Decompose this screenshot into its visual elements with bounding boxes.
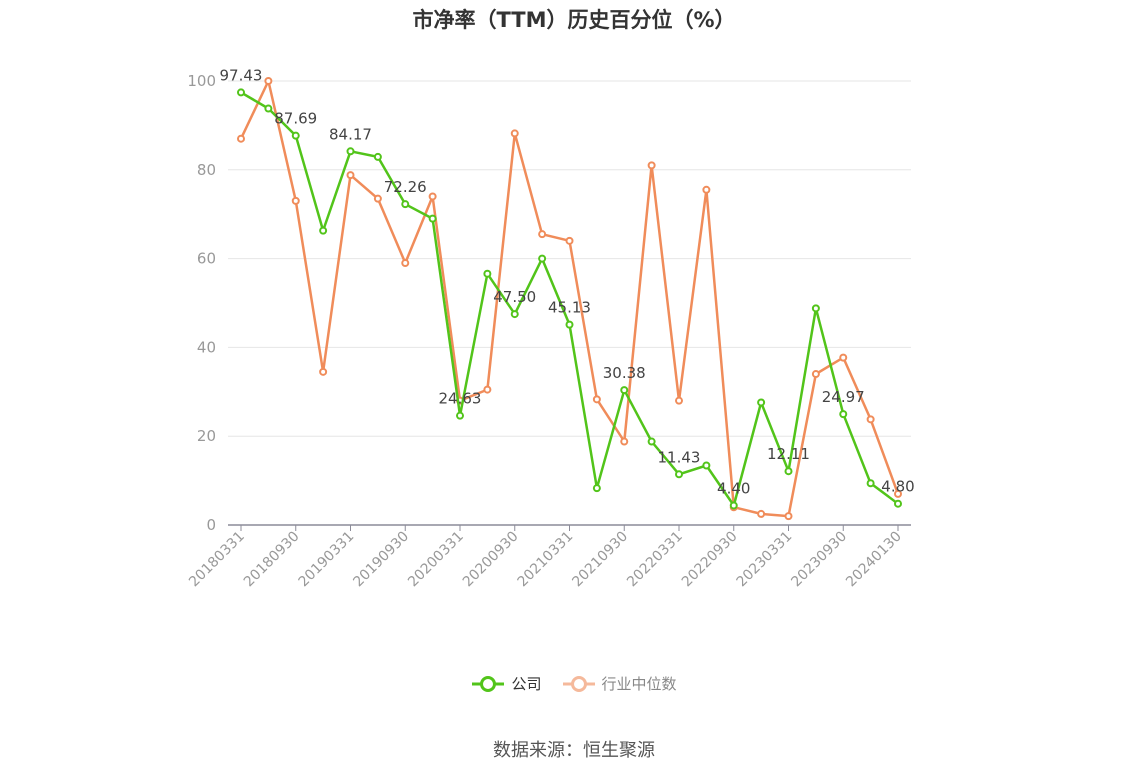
data-point-company: [675, 470, 683, 479]
data-label: 45.13: [548, 299, 591, 317]
data-source: 数据来源：恒生聚源: [493, 740, 655, 761]
y-tick-label: 20: [197, 427, 216, 445]
data-point-company: [483, 269, 492, 278]
data-point-industry: [428, 192, 437, 201]
data-point-company: [510, 310, 519, 319]
data-point-industry: [319, 367, 328, 376]
axis-layer: 0 20 40 60 80 100 2018033120180930201903312019…: [186, 72, 911, 590]
data-point-company: [647, 437, 656, 446]
legend-industry-label: 行业中位数: [601, 675, 677, 693]
grid-layer: [228, 80, 911, 437]
x-tick-label: 20180331: [186, 529, 248, 591]
data-point-industry: [866, 415, 875, 424]
data-label: 4.80: [881, 478, 914, 496]
data-point-industry: [401, 259, 410, 268]
x-tick-label: 20190930: [350, 529, 412, 591]
data-point-company: [291, 131, 300, 140]
x-tick-label: 20210930: [569, 529, 631, 591]
y-tick-label: 60: [197, 250, 216, 268]
data-point-company: [839, 410, 848, 419]
data-point-industry: [784, 512, 793, 521]
data-point-company: [702, 461, 711, 470]
data-point-industry: [675, 396, 683, 405]
x-tick-label: 20200331: [405, 529, 467, 591]
data-point-industry: [346, 171, 355, 180]
data-point-company: [811, 304, 820, 313]
data-point-industry: [894, 489, 902, 498]
x-tick-label: 20230930: [788, 529, 850, 591]
legend-industry-swatch-icon: [562, 675, 595, 692]
data-label: 24.63: [439, 390, 482, 408]
x-tick-label: 20240130: [843, 529, 905, 591]
legend-company-label: 公司: [511, 675, 542, 693]
data-point-company: [757, 398, 766, 407]
y-tick-label: 80: [197, 161, 216, 179]
x-tick-label: 20230331: [734, 529, 796, 591]
x-tick-label: 20220930: [679, 529, 741, 591]
data-point-company: [784, 467, 793, 476]
data-label: 12.11: [767, 445, 810, 463]
data-point-industry: [702, 185, 711, 194]
data-label: 87.69: [274, 110, 317, 128]
y-tick-label: 100: [187, 72, 216, 90]
data-label: 84.17: [329, 125, 372, 143]
data-point-company: [346, 147, 355, 156]
legend-company-swatch-icon: [472, 675, 505, 692]
x-tick-label: 20220331: [624, 529, 686, 591]
x-tick-label: 20200930: [460, 529, 522, 591]
data-point-industry: [811, 370, 820, 379]
data-point-company: [237, 88, 245, 97]
data-point-industry: [839, 353, 848, 362]
data-point-company: [401, 200, 410, 209]
series-layer: [237, 77, 902, 521]
data-point-industry: [592, 395, 601, 404]
data-point-industry: [647, 161, 656, 170]
data-label: 24.97: [822, 388, 865, 406]
legend-item-company[interactable]: 公司: [471, 673, 542, 694]
data-label: 11.43: [658, 448, 701, 466]
data-point-industry: [483, 385, 492, 394]
data-point-company: [894, 499, 902, 508]
data-point-company: [319, 226, 328, 235]
data-label: 72.26: [384, 178, 427, 196]
data-point-company: [866, 479, 875, 488]
data-point-company: [538, 254, 547, 263]
data-label: 97.43: [220, 66, 263, 84]
legend-item-industry[interactable]: 行业中位数: [562, 673, 677, 694]
data-point-company: [592, 484, 601, 493]
data-point-industry: [565, 236, 574, 245]
data-label: 47.50: [493, 288, 536, 306]
x-tick-label: 20210331: [515, 529, 577, 591]
data-point-industry: [620, 437, 629, 446]
data-point-company: [620, 386, 629, 395]
chart-title: 市净率（TTM）历史百分位（%）: [412, 8, 736, 32]
data-point-company: [729, 501, 738, 510]
data-point-industry: [757, 509, 766, 518]
data-point-industry: [237, 134, 245, 143]
data-point-company: [373, 152, 382, 161]
data-point-company: [456, 411, 464, 420]
data-point-industry: [373, 194, 382, 203]
data-point-industry: [510, 129, 519, 138]
data-point-company: [428, 214, 437, 223]
data-point-industry: [264, 77, 273, 85]
data-point-company: [264, 104, 273, 113]
y-tick-label: 40: [197, 338, 216, 356]
data-point-industry: [291, 196, 300, 205]
legend: 公司 行业中位数: [0, 673, 1148, 694]
data-label: 30.38: [603, 364, 646, 382]
data-label-layer: 97.43 87.69 84.17 72.26 24.63 47.50 45.13 30.38…: [220, 66, 915, 497]
data-label: 4.40: [717, 479, 750, 497]
x-tick-label: 20190331: [296, 529, 358, 591]
data-point-company: [565, 320, 574, 329]
x-tick-label: 20180930: [241, 529, 303, 591]
y-tick-label: 0: [206, 516, 216, 534]
data-point-industry: [538, 230, 547, 239]
